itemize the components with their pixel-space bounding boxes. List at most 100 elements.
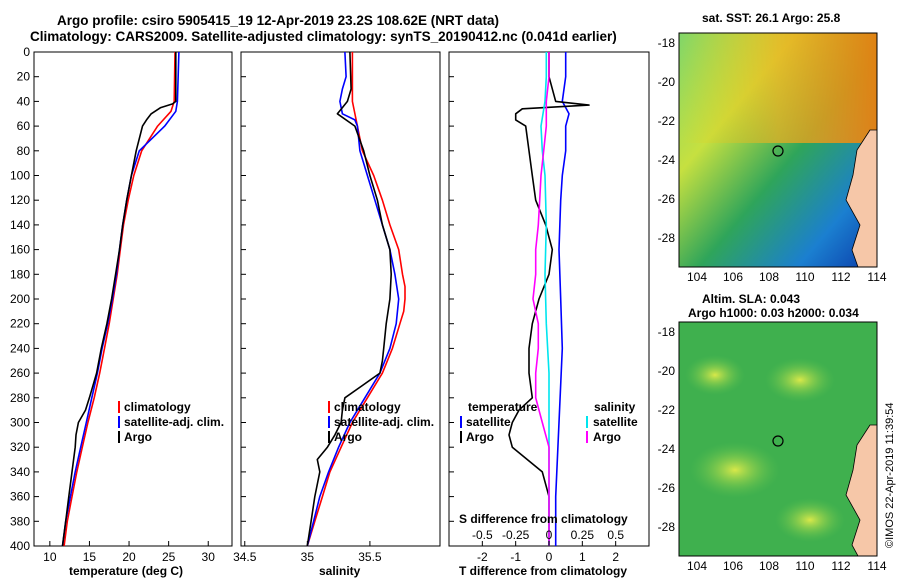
sst-map-xtick-label: 112 <box>831 270 850 284</box>
sst-map-xtick-label: 110 <box>795 270 814 284</box>
difference-profile-xtick-label: 0 <box>546 550 553 564</box>
sla-anomaly-2 <box>765 358 835 402</box>
sst-map-ytick-label: -26 <box>658 192 676 206</box>
salinity-panel-frame <box>240 51 441 547</box>
depth-tick-label: 380 <box>10 514 30 528</box>
s-difference-top-label: S difference from climatology <box>459 512 628 526</box>
depth-tick-label: 20 <box>17 70 31 84</box>
legend-label-t-satellite: satellite <box>466 415 511 429</box>
sst-map-xtick-label: 108 <box>759 270 779 284</box>
sla-anomaly-1 <box>685 355 745 395</box>
salinity-profile-xtick-label: 35 <box>301 550 315 564</box>
sla-map-ytick-label: -22 <box>658 403 676 417</box>
depth-tick-label: 340 <box>10 465 30 479</box>
difference-profile-xtick-label: 1 <box>579 550 586 564</box>
sst-map-xtick-label: 104 <box>687 270 707 284</box>
sst-map <box>678 32 878 268</box>
difference-profile-xtick-label: -1 <box>510 550 521 564</box>
sst-map-ytick-label: -22 <box>658 114 676 128</box>
sst-profile-marker <box>772 145 784 157</box>
temperature-panel-frame <box>33 51 233 547</box>
legend-label-s-argo: Argo <box>593 430 621 444</box>
temperature-profile-xtick-label: 10 <box>43 550 57 564</box>
sst-map-ytick-label: -24 <box>658 153 676 167</box>
temperature-profile-xtick-label: 15 <box>83 550 97 564</box>
legend-label-satellite: satellite-adj. clim. <box>124 415 224 429</box>
depth-tick-label: 400 <box>10 539 30 553</box>
difference-top-tick-label: -0.25 <box>502 528 530 542</box>
legend-label-argo: Argo <box>334 430 362 444</box>
depth-tick-label: 180 <box>10 267 30 281</box>
sla-map-title: Altim. SLA: 0.043 <box>702 292 800 306</box>
sst-map-xtick-label: 114 <box>867 270 886 284</box>
sla-map-ytick-label: -28 <box>658 520 676 534</box>
sst-map-xtick-label: 106 <box>723 270 743 284</box>
difference-top-tick-label: 0.5 <box>607 528 624 542</box>
difference-profile-series-t-argo <box>508 52 590 546</box>
legend-label-s-satellite: satellite <box>593 415 638 429</box>
temperature-profile-series-argo <box>61 52 177 547</box>
legend-label-satellite: satellite-adj. clim. <box>334 415 434 429</box>
depth-tick-label: 260 <box>10 366 30 380</box>
temperature-profile-xtick-label: 25 <box>162 550 176 564</box>
sst-map-ytick-label: -28 <box>658 231 676 245</box>
title-line-2: Climatology: CARS2009. Satellite-adjuste… <box>30 29 617 44</box>
depth-tick-label: 80 <box>17 144 31 158</box>
depth-tick-label: 100 <box>10 169 30 183</box>
sla-anomaly-3 <box>690 442 780 498</box>
sla-map-ytick-label: -24 <box>658 442 676 456</box>
sst-map-frame <box>678 32 878 268</box>
imos-credit: ©IMOS 22-Apr-2019 11:39:54 <box>884 403 896 548</box>
sla-map-frame <box>678 321 878 557</box>
temperature-legend: climatology satellite-adj. clim. Argo <box>118 400 224 444</box>
difference-top-tick-label: -0.5 <box>472 528 493 542</box>
sla-map-ytick-label: -18 <box>658 325 676 339</box>
salinity-profile-series-argo <box>306 51 393 547</box>
salinity-profile-xtick-label: 35.5 <box>358 550 382 564</box>
legend-label-climatology: climatology <box>124 400 191 414</box>
temperature-profile-xtick-label: 20 <box>122 550 136 564</box>
depth-tick-label: 220 <box>10 317 30 331</box>
difference-profile-series-t-satellite <box>554 52 570 546</box>
salinity-legend: climatology satellite-adj. clim. Argo <box>328 400 434 444</box>
depth-tick-label: 280 <box>10 391 30 405</box>
temperature-profile-series-climatology <box>63 51 176 547</box>
depth-tick-label: 360 <box>10 490 30 504</box>
salinity-profile-series-satellite-adj-clim- <box>306 51 400 547</box>
title-line-1: Argo profile: csiro 5905415_19 12-Apr-20… <box>57 13 499 28</box>
sla-map-ytick-label: -26 <box>658 481 676 495</box>
salinity-profile-series-climatology <box>306 52 406 547</box>
difference-top-tick-label: 0 <box>546 528 553 542</box>
salinity-xlabel: salinity <box>319 564 361 578</box>
sla-map <box>678 321 878 557</box>
sla-anomaly-4 <box>775 498 845 542</box>
difference-profile-xtick-label: -2 <box>477 550 488 564</box>
legend-label-climatology: climatology <box>334 400 401 414</box>
legend-label-argo: Argo <box>124 430 152 444</box>
temperature-profile-series-satellite-adj-clim- <box>61 51 180 547</box>
depth-tick-label: 200 <box>10 292 30 306</box>
difference-legend-salinity: salinity satellite Argo <box>586 400 638 444</box>
difference-legend-temperature: temperature satellite Argo <box>460 400 538 444</box>
sla-map-xtick-label: 108 <box>759 559 779 573</box>
sla-map-xtick-label: 110 <box>795 559 814 573</box>
depth-tick-label: 160 <box>10 243 30 257</box>
depth-tick-label: 40 <box>17 94 31 108</box>
temperature-profile-xtick-label: 30 <box>202 550 216 564</box>
sla-map-xtick-label: 104 <box>687 559 707 573</box>
sla-map-xtick-label: 112 <box>831 559 850 573</box>
depth-tick-label: 320 <box>10 440 30 454</box>
difference-xlabel: T difference from climatology <box>459 564 627 578</box>
sla-profile-marker <box>772 435 784 447</box>
sla-map-subtitle: Argo h1000: 0.03 h2000: 0.034 <box>688 306 859 320</box>
difference-profile-series-s-argo <box>532 52 550 546</box>
legend-label-t-argo: Argo <box>466 430 494 444</box>
sst-map-title: sat. SST: 26.1 Argo: 25.8 <box>702 11 841 25</box>
sla-map-xtick-label: 114 <box>867 559 886 573</box>
difference-profile-xtick-label: 2 <box>612 550 619 564</box>
sst-map-ytick-label: -18 <box>658 36 676 50</box>
depth-tick-label: 300 <box>10 416 30 430</box>
depth-tick-label: 60 <box>17 119 31 133</box>
difference-top-tick-label: 0.25 <box>571 528 595 542</box>
